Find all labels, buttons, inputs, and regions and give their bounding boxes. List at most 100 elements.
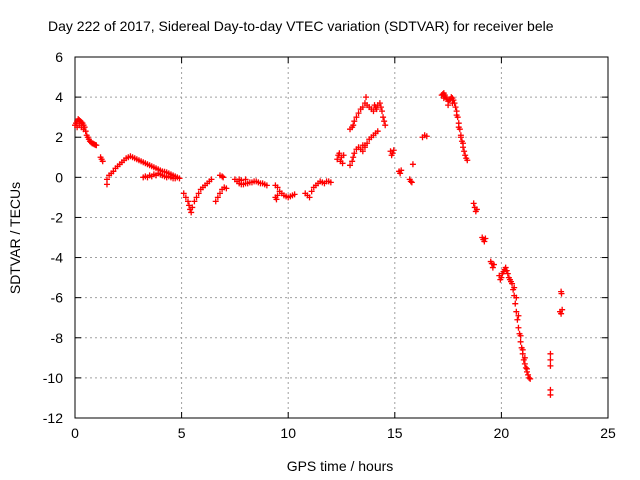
y-axis-label: SDTVAR / TECUs (7, 182, 23, 294)
data-point (186, 202, 193, 209)
data-point (195, 190, 202, 197)
data-point (473, 206, 480, 213)
data-point (515, 324, 522, 331)
data-point (460, 140, 467, 147)
data-point (455, 124, 462, 131)
data-point (263, 182, 270, 189)
x-tick-label: 0 (71, 425, 79, 441)
data-point (557, 308, 564, 315)
data-point (191, 198, 198, 205)
data-point (78, 119, 85, 126)
data-point (193, 194, 200, 201)
data-point (453, 112, 460, 119)
data-point (182, 194, 189, 201)
data-point (274, 184, 281, 191)
y-tick-label: -6 (51, 290, 64, 306)
data-point (359, 148, 366, 155)
data-point (498, 274, 505, 281)
data-point (519, 346, 526, 353)
data-point (503, 267, 510, 274)
y-tick-labels: -12 -10 -8 -6 -4 -2 0 2 4 6 (43, 49, 63, 426)
data-point (490, 261, 497, 268)
data-points (72, 90, 566, 398)
x-tick-label: 15 (387, 425, 403, 441)
data-point (398, 167, 405, 174)
data-point (370, 108, 377, 115)
data-point (219, 173, 226, 180)
data-point (103, 176, 110, 183)
y-tick-label: -10 (43, 370, 63, 386)
data-point (511, 284, 518, 291)
data-point (526, 374, 533, 381)
x-tick-label: 5 (178, 425, 186, 441)
data-point (359, 104, 366, 111)
data-point (397, 170, 404, 177)
data-point (512, 300, 519, 307)
data-point (110, 168, 117, 175)
data-point (452, 104, 459, 111)
data-point (336, 150, 343, 157)
data-point (214, 194, 221, 201)
data-point (547, 356, 554, 363)
data-point (223, 185, 230, 192)
data-point (80, 126, 87, 133)
data-point (361, 142, 368, 149)
data-point (450, 97, 457, 104)
data-point (409, 161, 416, 168)
data-point (351, 150, 358, 157)
data-point (513, 294, 520, 301)
data-point (513, 308, 520, 315)
data-point (382, 122, 389, 129)
data-point (482, 235, 489, 242)
data-point (351, 118, 358, 125)
data-point (93, 142, 100, 149)
data-point (449, 100, 456, 107)
data-point (334, 156, 341, 163)
data-point (517, 338, 524, 345)
data-point (274, 192, 281, 199)
data-point (180, 190, 187, 197)
data-point (355, 110, 362, 117)
data-point (504, 270, 511, 277)
data-point (376, 100, 383, 107)
data-point (377, 104, 384, 111)
data-point (517, 332, 524, 339)
data-point (99, 158, 106, 165)
data-point (522, 364, 529, 371)
data-point (212, 198, 219, 205)
data-point (347, 162, 354, 169)
data-point (374, 128, 381, 135)
data-point (514, 316, 521, 323)
data-point (408, 179, 415, 186)
data-point (423, 133, 430, 140)
y-tick-label: 6 (55, 49, 63, 65)
data-point (521, 354, 528, 361)
y-tick-label: 2 (55, 129, 63, 145)
data-point (350, 154, 357, 161)
data-point (363, 94, 370, 101)
data-point (523, 365, 530, 372)
data-point (103, 181, 110, 188)
y-tick-label: 4 (55, 89, 63, 105)
data-point (380, 114, 387, 121)
data-point (521, 360, 528, 367)
data-point (172, 175, 179, 182)
data-point (373, 106, 380, 113)
data-point (440, 95, 447, 102)
data-point (481, 238, 488, 245)
data-point (339, 160, 346, 167)
y-tick-label: -12 (43, 410, 63, 426)
data-point (547, 362, 554, 369)
data-point (389, 150, 396, 157)
data-point (220, 174, 227, 181)
data-point (308, 188, 315, 195)
data-point (273, 196, 280, 203)
data-point (489, 264, 496, 271)
data-point (353, 114, 360, 121)
data-point (242, 176, 249, 183)
data-point (558, 290, 565, 297)
data-point (547, 386, 554, 393)
data-point (216, 190, 223, 197)
y-tick-label: -8 (51, 330, 64, 346)
data-point (379, 108, 386, 115)
